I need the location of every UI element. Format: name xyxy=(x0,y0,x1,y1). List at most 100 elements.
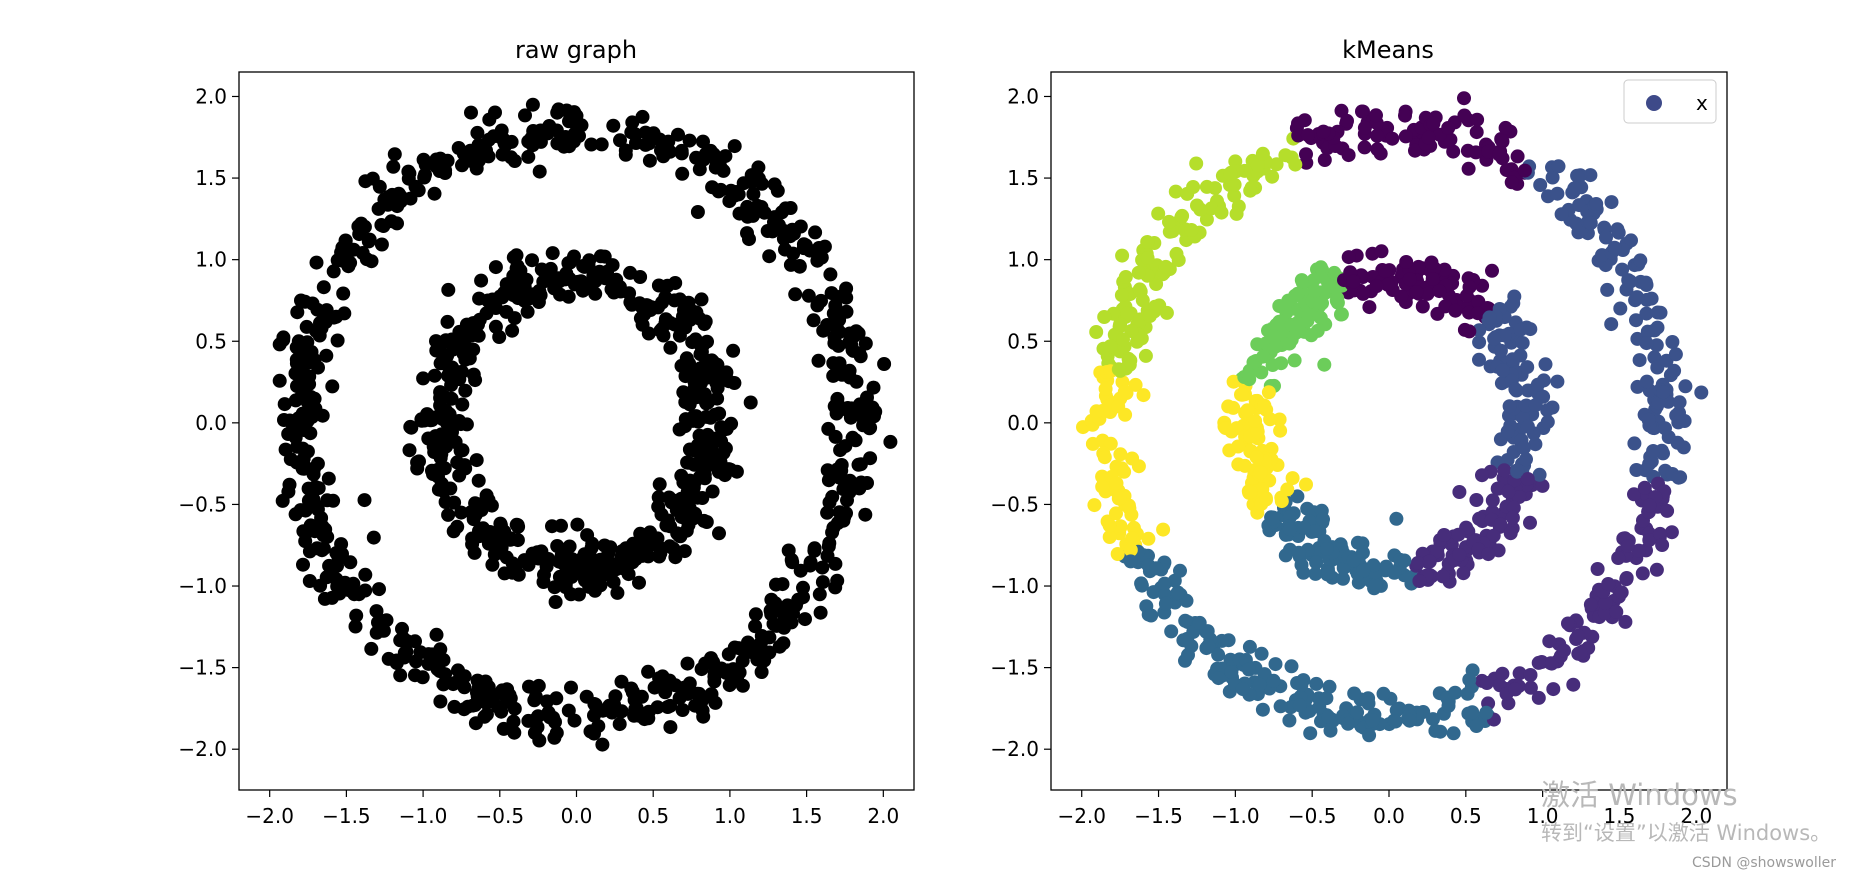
data-point xyxy=(540,126,555,141)
data-point xyxy=(813,605,828,620)
cluster-point xyxy=(1465,705,1480,720)
cluster-point xyxy=(1523,668,1538,682)
data-point xyxy=(595,737,610,752)
cluster-point xyxy=(1355,104,1369,119)
cluster-point xyxy=(1644,454,1659,469)
data-point xyxy=(446,524,461,539)
cluster-point xyxy=(1089,325,1104,339)
data-point xyxy=(470,125,485,140)
data-point xyxy=(833,443,848,458)
cluster-point xyxy=(1430,544,1445,559)
data-point xyxy=(612,717,627,732)
data-point xyxy=(548,595,563,609)
data-point xyxy=(558,580,573,595)
data-point xyxy=(281,484,296,499)
data-point xyxy=(521,149,536,164)
cluster-point xyxy=(1495,666,1510,681)
data-point xyxy=(436,677,451,692)
data-point xyxy=(687,388,702,403)
cluster-point xyxy=(1508,382,1523,397)
y-tick-label: 0.0 xyxy=(195,411,227,435)
data-point xyxy=(545,519,559,534)
data-point xyxy=(386,159,401,174)
data-point xyxy=(764,592,779,607)
data-point xyxy=(570,517,585,532)
data-point xyxy=(562,539,577,554)
cluster-point xyxy=(1211,671,1226,686)
data-point xyxy=(319,570,334,585)
cluster-point xyxy=(1356,563,1371,578)
data-point xyxy=(468,373,483,388)
data-point xyxy=(621,567,636,582)
cluster-point xyxy=(1089,404,1104,419)
data-point xyxy=(364,641,379,656)
cluster-point xyxy=(1672,395,1687,410)
y-tick-label: 0.5 xyxy=(1007,329,1039,353)
data-point xyxy=(495,683,510,698)
data-point xyxy=(786,246,801,261)
data-point xyxy=(694,662,709,677)
data-point xyxy=(727,139,742,154)
data-point xyxy=(681,455,696,470)
data-point xyxy=(696,152,711,167)
cluster-point xyxy=(1618,614,1633,629)
cluster-point xyxy=(1374,244,1389,259)
cluster-point xyxy=(1321,565,1336,580)
cluster-point xyxy=(1102,518,1117,533)
cluster-point xyxy=(1380,277,1395,292)
data-point xyxy=(291,379,306,394)
data-point xyxy=(629,701,644,715)
cluster-point xyxy=(1446,726,1461,741)
data-point xyxy=(642,153,657,168)
data-point xyxy=(772,639,787,654)
cluster-point xyxy=(1097,450,1112,465)
data-point xyxy=(858,507,873,522)
cluster-point xyxy=(1448,303,1463,318)
data-point xyxy=(329,546,344,560)
data-point xyxy=(820,318,835,332)
data-point xyxy=(521,557,536,572)
data-point xyxy=(413,645,428,660)
raw-graph-title: raw graph xyxy=(515,36,637,64)
data-point xyxy=(552,554,567,569)
data-point xyxy=(290,439,305,454)
cluster-point xyxy=(1309,676,1324,691)
data-point xyxy=(690,438,705,453)
cluster-point xyxy=(1500,424,1515,439)
cluster-point xyxy=(1624,233,1638,248)
cluster-point xyxy=(1469,493,1484,507)
data-point xyxy=(549,276,564,291)
data-point xyxy=(578,556,593,571)
data-point xyxy=(690,205,705,219)
data-point xyxy=(726,343,741,358)
data-point xyxy=(499,550,514,565)
cluster-point xyxy=(1336,571,1350,586)
data-point xyxy=(652,477,667,492)
data-point xyxy=(387,147,402,162)
cluster-point xyxy=(1241,662,1256,677)
cluster-point xyxy=(1519,452,1533,467)
cluster-point xyxy=(1632,353,1647,368)
data-point xyxy=(448,435,463,449)
cluster-point xyxy=(1179,593,1194,608)
data-point xyxy=(812,241,826,255)
data-point xyxy=(358,174,373,189)
cluster-point xyxy=(1573,645,1588,660)
cluster-point xyxy=(1294,273,1309,288)
cluster-point xyxy=(1630,290,1645,305)
y-tick-label: −2.0 xyxy=(178,737,227,761)
data-point xyxy=(832,356,847,371)
x-tick-label: 0.0 xyxy=(561,804,593,828)
data-point xyxy=(705,484,720,499)
y-tick-label: 0.5 xyxy=(195,329,227,353)
data-point xyxy=(753,636,768,650)
cluster-point xyxy=(1274,494,1289,509)
data-point xyxy=(724,416,739,431)
cluster-point xyxy=(1633,253,1648,268)
data-point xyxy=(614,674,629,689)
cluster-point xyxy=(1223,166,1238,181)
cluster-point xyxy=(1299,477,1313,492)
cluster-point xyxy=(1259,492,1273,507)
cluster-point xyxy=(1456,566,1471,581)
